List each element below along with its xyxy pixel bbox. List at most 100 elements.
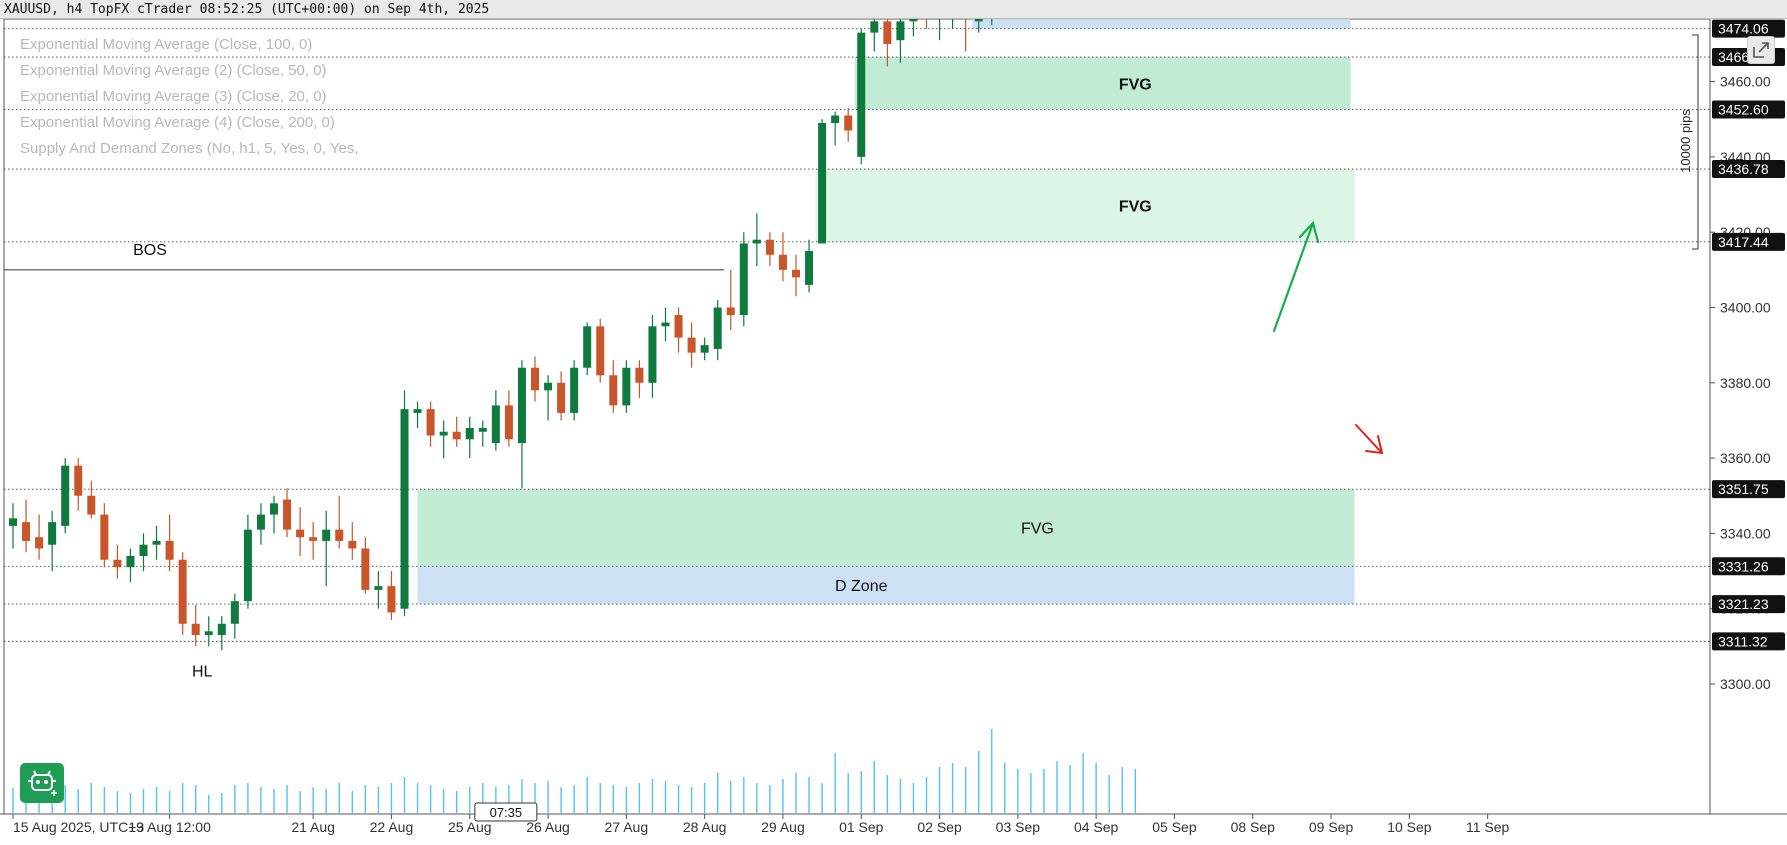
candle-bear[interactable]: [923, 19, 931, 29]
candle-bull[interactable]: [517, 360, 526, 489]
candle-bull[interactable]: [152, 525, 161, 560]
candle-bear[interactable]: [765, 232, 774, 267]
candle-bear[interactable]: [531, 356, 539, 402]
candle-bull[interactable]: [139, 533, 148, 572]
indicator-ema-200[interactable]: Exponential Moving Average (4) (Close, 2…: [20, 114, 335, 131]
zone-fvg_light[interactable]: [815, 169, 1355, 242]
candle-bull[interactable]: [700, 337, 709, 361]
expand-button[interactable]: [1747, 36, 1775, 64]
candle-bull[interactable]: [544, 375, 553, 421]
candle-bull[interactable]: [230, 593, 239, 639]
candle-bear[interactable]: [883, 19, 892, 67]
candle-bull[interactable]: [61, 458, 70, 534]
title-bar: XAUUSD, h4 TopFX cTrader 08:52:25 (UTC+0…: [0, 0, 1787, 19]
candle-bull[interactable]: [48, 510, 57, 572]
candle-bull[interactable]: [126, 548, 135, 583]
candle-bull[interactable]: [648, 315, 657, 398]
candle-bull[interactable]: [270, 495, 278, 534]
candle-bear[interactable]: [348, 522, 357, 560]
candle-bear[interactable]: [165, 514, 174, 572]
candle-bear[interactable]: [74, 458, 83, 511]
candle-bear[interactable]: [792, 254, 800, 297]
candle-bear[interactable]: [100, 503, 109, 568]
candle-bull[interactable]: [896, 19, 905, 63]
cbot-button[interactable]: [20, 763, 64, 803]
candle-bull[interactable]: [322, 510, 331, 587]
candle-bear[interactable]: [22, 499, 31, 553]
candle-bull[interactable]: [478, 420, 487, 447]
indicator-supply-demand[interactable]: Supply And Demand Zones (No, h1, 5, Yes,…: [20, 140, 359, 157]
candle-body: [870, 21, 879, 33]
candle-bear[interactable]: [87, 480, 96, 519]
candle-body: [504, 405, 513, 440]
level-label: 3452.60: [1718, 101, 1769, 117]
candle-bear[interactable]: [844, 107, 853, 142]
candle-bull[interactable]: [713, 299, 722, 361]
candle-bear[interactable]: [962, 19, 970, 52]
candle-bull[interactable]: [400, 390, 409, 617]
candle-bear[interactable]: [778, 232, 787, 282]
zone-dzone[interactable]: [417, 566, 1355, 605]
candle-body: [739, 243, 748, 316]
candle-bear[interactable]: [178, 552, 187, 636]
zone-fvg[interactable]: [854, 57, 1351, 110]
candle-bear[interactable]: [726, 269, 735, 331]
indicator-ema-50[interactable]: Exponential Moving Average (2) (Close, 5…: [20, 62, 327, 79]
candle-bull[interactable]: [204, 616, 213, 647]
candle-bear[interactable]: [387, 571, 396, 620]
candle-bull[interactable]: [818, 119, 827, 244]
candle-bear[interactable]: [635, 360, 644, 398]
candle-bear[interactable]: [283, 488, 292, 538]
candle-bull[interactable]: [570, 360, 579, 421]
candle-bull[interactable]: [974, 19, 983, 33]
candle-bear[interactable]: [674, 307, 683, 353]
candle-bull[interactable]: [9, 503, 17, 549]
level-label: 3321.23: [1718, 596, 1769, 612]
candle-bull[interactable]: [831, 111, 840, 146]
candle-bull[interactable]: [374, 571, 383, 609]
candle-bull[interactable]: [739, 232, 748, 327]
y-tick-label: 3380.00: [1720, 375, 1771, 391]
candle-bull[interactable]: [243, 514, 252, 609]
indicator-ema-20[interactable]: Exponential Moving Average (3) (Close, 2…: [20, 88, 327, 105]
candle-bear[interactable]: [687, 322, 696, 368]
x-tick-label: 09 Sep: [1309, 819, 1354, 835]
indicator-ema-100[interactable]: Exponential Moving Average (Close, 100, …: [20, 36, 313, 53]
candle-bear[interactable]: [296, 507, 305, 556]
candle-bear[interactable]: [191, 604, 200, 647]
candle-bull[interactable]: [936, 19, 944, 41]
candle-bull[interactable]: [583, 322, 592, 376]
candle-bull[interactable]: [661, 307, 670, 342]
candle-body: [531, 367, 539, 391]
candle-bull[interactable]: [622, 360, 631, 413]
zone-dzone[interactable]: [972, 19, 1351, 29]
candle-bear[interactable]: [426, 401, 435, 447]
candle-body: [452, 431, 461, 440]
candle-bear[interactable]: [35, 514, 44, 560]
candles: [9, 19, 993, 651]
candle-bear[interactable]: [452, 416, 461, 447]
candle-bull[interactable]: [465, 416, 474, 459]
candle-bull[interactable]: [909, 19, 918, 37]
candle-bull[interactable]: [752, 213, 761, 267]
candle-bear[interactable]: [504, 390, 513, 447]
candle-bear[interactable]: [335, 495, 344, 549]
candle-bear[interactable]: [361, 537, 370, 594]
candle-body: [557, 382, 566, 413]
candle-bear[interactable]: [309, 522, 318, 560]
candle-bull[interactable]: [857, 28, 866, 165]
candle-bear[interactable]: [113, 544, 122, 579]
candle-bull[interactable]: [491, 390, 500, 451]
candle-bull[interactable]: [870, 19, 879, 52]
candle-bear[interactable]: [609, 360, 618, 413]
candle-bull[interactable]: [439, 420, 448, 459]
candle-bull[interactable]: [805, 239, 814, 293]
candle-bear[interactable]: [557, 371, 566, 421]
x-tick-label: 04 Sep: [1074, 819, 1119, 835]
candle-bear[interactable]: [596, 318, 605, 383]
candle-bull[interactable]: [217, 616, 226, 651]
zone-fvg[interactable]: [417, 489, 1355, 567]
candle-bull[interactable]: [413, 401, 422, 428]
candle-bull[interactable]: [256, 503, 265, 545]
candle-body: [87, 495, 96, 515]
